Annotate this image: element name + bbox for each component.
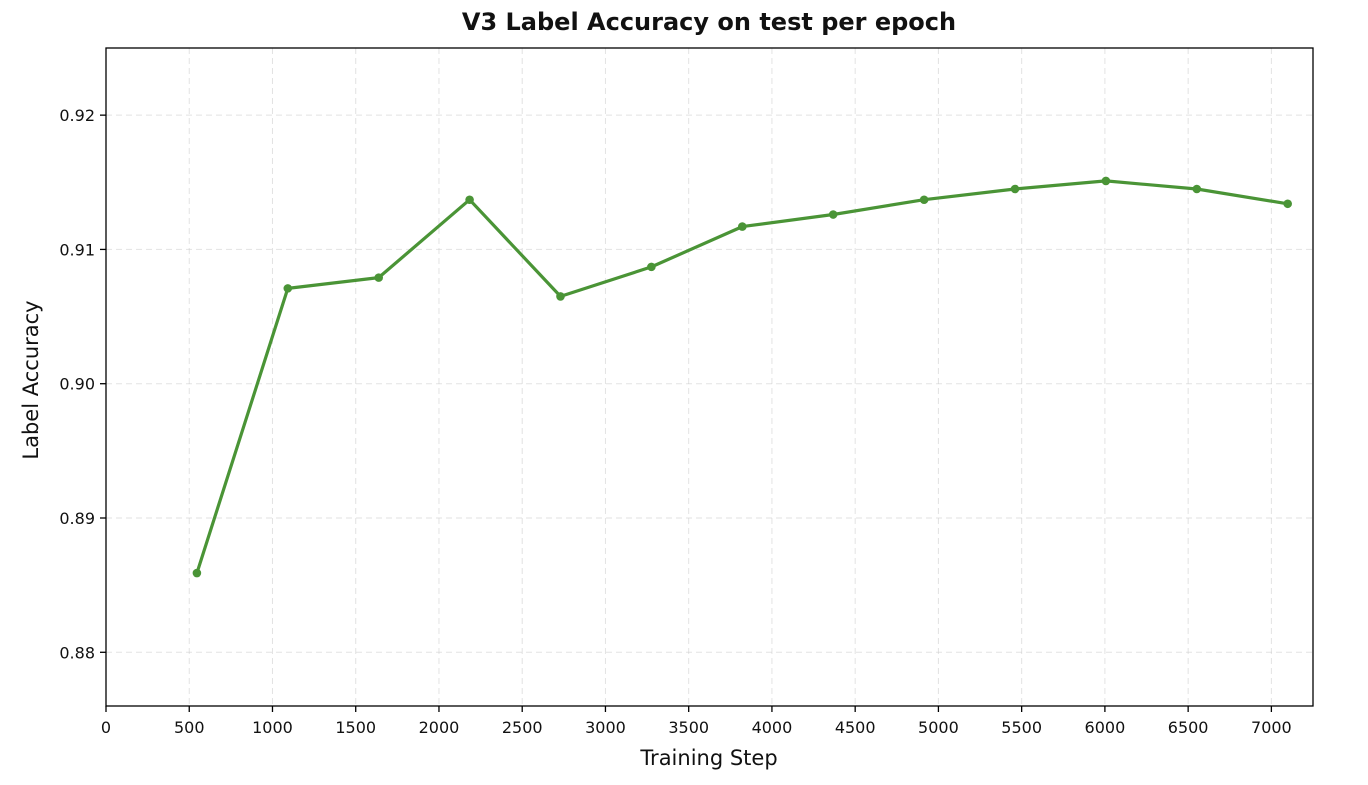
- chart-title: V3 Label Accuracy on test per epoch: [462, 8, 956, 36]
- x-tick-label: 6500: [1168, 718, 1209, 737]
- y-axis: 0.88 0.89 0.90 0.91 0.92: [59, 106, 106, 662]
- data-point: [1283, 199, 1292, 209]
- data-point: [556, 292, 565, 301]
- plot-frame: [105, 47, 1314, 707]
- y-tick-label: 0.91: [59, 240, 95, 259]
- x-tick-label: 4500: [835, 718, 876, 737]
- data-point: [737, 222, 747, 231]
- y-tick-label: 0.90: [59, 375, 95, 394]
- x-tick-label: 1000: [252, 718, 293, 737]
- x-tick-label: 1500: [335, 718, 376, 737]
- x-tick-label: 6000: [1085, 718, 1126, 737]
- data-point: [1010, 184, 1020, 194]
- y-tick-label: 0.88: [59, 643, 95, 662]
- data-point: [1101, 176, 1111, 186]
- x-tick-label: 3500: [668, 718, 709, 737]
- x-tick-label: 3000: [585, 718, 626, 737]
- y-tick-label: 0.92: [59, 106, 95, 125]
- series-line: [195, 179, 1290, 575]
- data-point: [192, 568, 202, 578]
- data-point: [374, 273, 383, 282]
- y-tick-label: 0.89: [59, 509, 95, 528]
- x-tick-label: 5500: [1001, 718, 1042, 737]
- x-tick-label: 2500: [502, 718, 543, 737]
- x-tick-label: 0: [101, 718, 111, 737]
- grid: [105, 48, 1313, 706]
- x-axis: 0 500 1000 1500 2000 2500 3000 3500 4000 4500 5000…: [101, 706, 1292, 737]
- x-axis-label: Training Step: [639, 746, 777, 770]
- x-tick-label: 500: [174, 718, 205, 737]
- data-point: [1192, 184, 1202, 194]
- data-point: [647, 262, 656, 272]
- x-tick-label: 5000: [918, 718, 959, 737]
- x-tick-label: 2000: [419, 718, 460, 737]
- data-point: [828, 210, 838, 219]
- x-tick-label: 4000: [752, 718, 793, 737]
- series-layer: [192, 176, 1292, 578]
- data-point: [919, 195, 929, 205]
- data-point: [465, 195, 474, 205]
- x-tick-label: 7000: [1251, 718, 1292, 737]
- y-axis-label: Label Accuracy: [19, 300, 43, 459]
- data-point: [283, 284, 293, 293]
